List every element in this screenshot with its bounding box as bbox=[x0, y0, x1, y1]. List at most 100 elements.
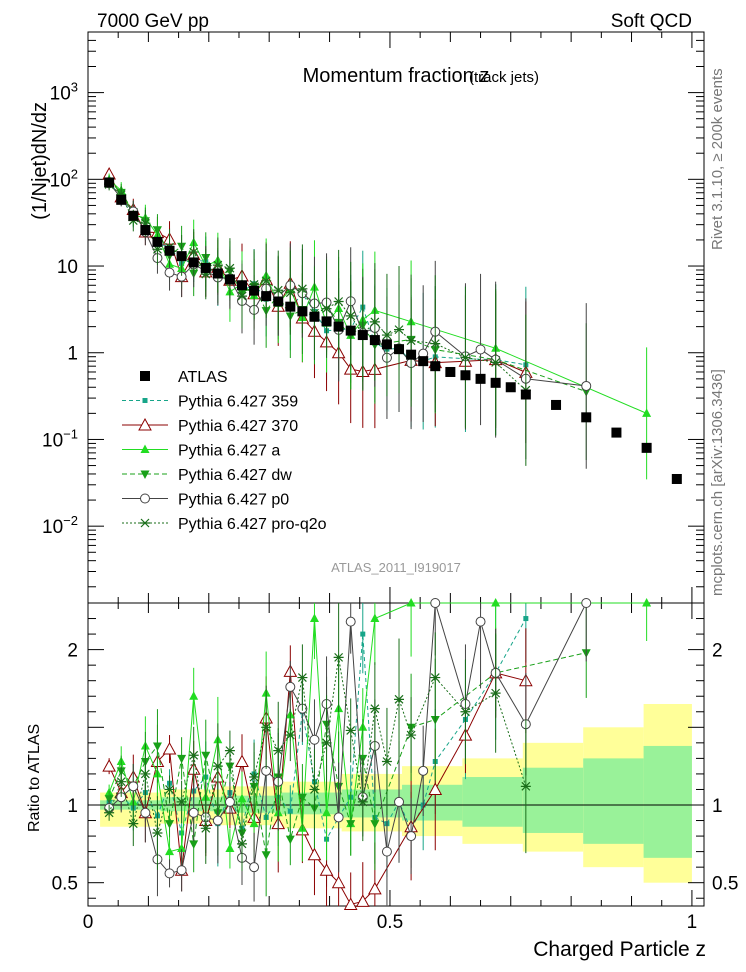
y-tick-label: 10−1 bbox=[42, 426, 78, 451]
x-tick-label: 1 bbox=[687, 912, 698, 933]
data-point-stroke bbox=[430, 673, 441, 683]
data-point-stroke bbox=[357, 797, 368, 807]
legend-entry: Pythia 6.427 dw bbox=[122, 467, 292, 484]
data-point bbox=[381, 330, 392, 340]
data-point bbox=[235, 754, 249, 767]
data-point bbox=[249, 818, 259, 828]
data-point-stroke bbox=[224, 263, 235, 273]
data-point-stroke bbox=[212, 260, 223, 270]
data-point bbox=[237, 280, 247, 291]
data-point-stroke bbox=[261, 722, 272, 732]
data-point bbox=[520, 781, 531, 791]
legend-label: ATLAS bbox=[178, 369, 228, 386]
plot-title: Momentum fraction z bbox=[303, 65, 490, 87]
data-point bbox=[224, 263, 235, 273]
legend-label: Pythia 6.427 a bbox=[178, 443, 280, 460]
data-point-stroke bbox=[430, 339, 441, 349]
data-point bbox=[285, 835, 295, 845]
data-point-stroke bbox=[297, 284, 308, 294]
data-point bbox=[273, 285, 284, 295]
header-left: 7000 GeV pp bbox=[97, 11, 209, 32]
data-point bbox=[297, 673, 308, 683]
data-point-stroke bbox=[333, 652, 344, 662]
data-point bbox=[520, 389, 531, 400]
data-point bbox=[140, 225, 151, 236]
data-point bbox=[642, 598, 652, 607]
data-point bbox=[460, 370, 471, 381]
ratio-y-tick-label-right: 0.5 bbox=[712, 874, 738, 895]
data-point-stroke bbox=[406, 730, 417, 740]
y-tick-label: 10−2 bbox=[42, 513, 78, 538]
data-point bbox=[430, 598, 441, 608]
ratio-plot-frame bbox=[87, 602, 705, 907]
series-line-main bbox=[108, 180, 587, 393]
data-point bbox=[333, 652, 344, 662]
data-point bbox=[307, 847, 322, 861]
data-point bbox=[491, 598, 501, 607]
data-point bbox=[581, 598, 592, 608]
data-point bbox=[104, 177, 115, 188]
y-tick-label: 102 bbox=[50, 166, 78, 191]
data-point bbox=[297, 306, 308, 317]
data-point-stroke bbox=[164, 785, 175, 794]
data-point bbox=[345, 311, 356, 321]
data-point bbox=[140, 518, 150, 528]
data-point bbox=[406, 730, 417, 740]
data-point-stroke bbox=[104, 808, 115, 818]
data-point bbox=[406, 349, 417, 360]
data-point bbox=[321, 304, 332, 314]
data-point-stroke bbox=[490, 688, 501, 698]
data-point bbox=[237, 291, 247, 301]
data-point bbox=[370, 820, 380, 829]
legend-label: Pythia 6.427 dw bbox=[178, 467, 292, 484]
y-tick-label: 1 bbox=[67, 344, 78, 365]
series-line-main bbox=[108, 182, 587, 387]
series-line-ratio bbox=[108, 671, 526, 906]
data-point bbox=[428, 782, 443, 795]
data-point bbox=[116, 777, 127, 787]
rivet-version-label: Rivet 3.1.10, ≥ 200k events bbox=[709, 68, 726, 250]
data-point bbox=[140, 807, 151, 818]
data-point bbox=[237, 793, 247, 803]
ratio-uncertainty-bands bbox=[100, 704, 692, 883]
data-point bbox=[475, 373, 486, 384]
data-point-stroke bbox=[381, 330, 392, 340]
data-point bbox=[140, 371, 150, 381]
data-point bbox=[237, 839, 247, 849]
data-point bbox=[189, 691, 199, 700]
data-point bbox=[357, 330, 368, 341]
data-point-stroke bbox=[309, 785, 320, 794]
data-point-stroke bbox=[212, 761, 223, 771]
legend-entry: Pythia 6.427 pro-q2o bbox=[122, 516, 327, 533]
ratio-band-inner bbox=[583, 758, 644, 844]
data-point bbox=[611, 427, 622, 438]
data-point bbox=[406, 598, 416, 607]
data-point-stroke bbox=[273, 285, 284, 295]
data-point bbox=[188, 807, 199, 818]
data-point-stroke bbox=[381, 757, 392, 766]
data-point bbox=[490, 688, 501, 698]
data-point bbox=[297, 284, 308, 294]
data-point-stroke bbox=[285, 730, 296, 740]
data-point bbox=[261, 291, 272, 302]
legend-label: Pythia 6.427 359 bbox=[178, 394, 298, 411]
data-point bbox=[355, 894, 370, 907]
data-point bbox=[162, 742, 177, 755]
data-point-stroke bbox=[285, 288, 296, 298]
ratio-y-tick-label: 0.5 bbox=[52, 874, 78, 895]
data-point bbox=[475, 344, 486, 355]
data-point-stroke bbox=[460, 707, 471, 717]
data-point bbox=[309, 734, 320, 745]
header-right: Soft QCD bbox=[611, 11, 692, 32]
data-point-stroke bbox=[345, 725, 356, 735]
data-point bbox=[360, 631, 366, 637]
data-point bbox=[200, 823, 211, 833]
data-point bbox=[285, 288, 296, 298]
data-point bbox=[224, 796, 235, 807]
data-point bbox=[176, 797, 187, 807]
data-point bbox=[104, 795, 114, 804]
data-point-stroke bbox=[188, 247, 199, 257]
data-point bbox=[430, 361, 441, 372]
data-point bbox=[406, 831, 417, 842]
data-point bbox=[309, 785, 320, 794]
